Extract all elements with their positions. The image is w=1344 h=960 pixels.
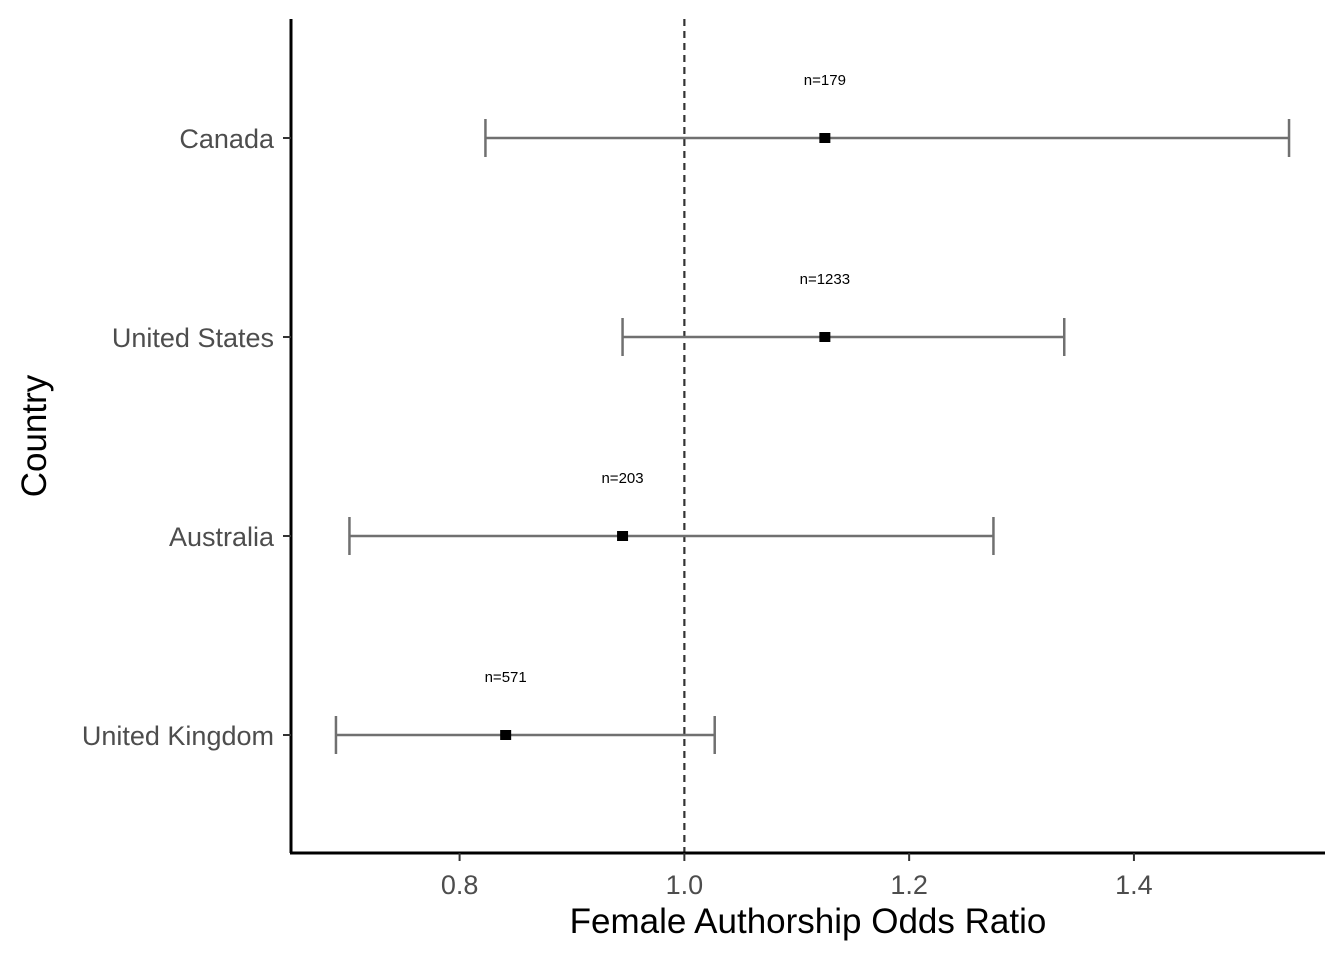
point-estimate (819, 332, 831, 342)
x-tick-label: 1.0 (666, 870, 704, 900)
y-tick-label: Canada (179, 124, 275, 154)
y-tick-label: Australia (169, 522, 275, 552)
sample-size-label: n=1233 (800, 271, 850, 288)
x-tick-label: 1.4 (1115, 870, 1153, 900)
sample-size-label: n=203 (601, 470, 643, 487)
point-estimate (819, 133, 831, 143)
x-tick-label: 1.2 (890, 870, 928, 900)
point-estimate (617, 531, 629, 541)
x-axis-title: Female Authorship Odds Ratio (570, 902, 1047, 941)
ticks-layer: 0.8 1.0 1.2 1.4 Canada United States Australia… (82, 124, 1153, 900)
axes-layer (289, 19, 1325, 855)
point-estimate (500, 730, 512, 740)
y-tick-label: United Kingdom (82, 721, 274, 751)
sample-size-label: n=179 (804, 72, 846, 89)
x-tick-label: 0.8 (441, 870, 479, 900)
y-tick-label: United States (112, 323, 274, 353)
errorbar-layer: n=179 n=1233 n=203 n=571 (334, 72, 1291, 754)
sample-size-label: n=571 (485, 669, 527, 686)
y-axis-title: Country (15, 374, 54, 497)
